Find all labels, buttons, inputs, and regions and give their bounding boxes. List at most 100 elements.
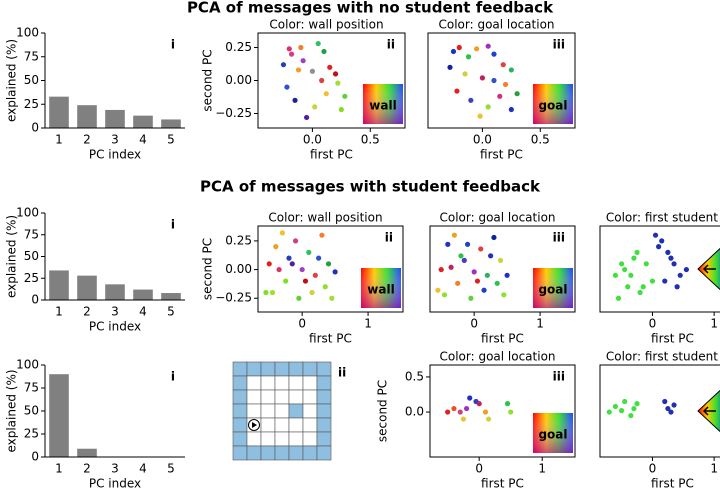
y-tick-label: 100	[16, 206, 39, 220]
point	[273, 244, 279, 250]
inset-colormap-shade	[361, 268, 401, 308]
grid-cell	[316, 375, 332, 391]
point	[625, 284, 631, 290]
point	[486, 416, 492, 422]
point	[269, 289, 276, 296]
point	[491, 234, 497, 241]
y-axis-label: explained (%)	[5, 39, 19, 122]
grid-cell	[260, 361, 276, 377]
point	[323, 91, 329, 97]
point	[474, 278, 481, 284]
point	[288, 51, 295, 57]
y-tick-label: 0.00	[225, 73, 252, 87]
point	[342, 93, 348, 99]
point	[463, 405, 470, 412]
point	[457, 409, 463, 415]
x-tick-label: 3	[111, 305, 119, 319]
grid-cell	[246, 361, 262, 377]
point	[309, 68, 316, 74]
point	[649, 278, 656, 284]
panel-label: i	[171, 38, 175, 52]
point	[447, 64, 453, 70]
point	[612, 403, 619, 410]
grid-cell	[260, 445, 276, 461]
panel-title: Color: first student a	[606, 211, 720, 225]
point	[458, 253, 464, 259]
x-tick-label: 1	[364, 317, 372, 331]
point	[683, 266, 689, 273]
point	[295, 67, 302, 73]
y-tick-label: 0.25	[225, 233, 252, 247]
point	[637, 289, 643, 296]
point	[481, 287, 487, 293]
point	[504, 272, 510, 278]
grid-cell	[246, 403, 262, 419]
grid-cell	[288, 417, 304, 433]
grid-cell	[288, 375, 304, 391]
x-axis-label: PC index	[89, 320, 141, 334]
y-tick-label: 0.5	[405, 369, 424, 383]
y-tick-label: −0.25	[215, 291, 252, 305]
point	[665, 405, 671, 412]
panel-label: i	[171, 370, 175, 384]
grid-cell	[316, 389, 332, 405]
x-axis-label: first PC	[480, 148, 523, 162]
point	[445, 241, 451, 247]
bar	[49, 96, 69, 128]
panel-title: Color: first student a	[606, 350, 720, 364]
grid-cell	[246, 389, 262, 405]
axes	[44, 365, 185, 458]
bar	[105, 109, 125, 128]
point	[327, 64, 333, 70]
point	[283, 278, 289, 284]
grid-cell	[232, 445, 248, 461]
axes	[44, 213, 185, 301]
point	[302, 278, 309, 284]
grid-cell	[274, 403, 290, 419]
panel-label: iii	[553, 231, 565, 245]
point	[286, 255, 292, 261]
grid-cell	[288, 431, 304, 447]
point	[329, 295, 335, 301]
y-tick-label: 100	[16, 26, 39, 40]
inset-label: goal	[538, 428, 567, 442]
point	[479, 75, 486, 81]
axes-frame	[429, 364, 576, 458]
y-tick-label: 0.00	[225, 262, 252, 276]
x-tick-label: 0.5	[531, 133, 550, 147]
grid-cell	[260, 389, 276, 405]
point	[488, 253, 494, 259]
point	[659, 238, 665, 244]
panel-title: Color: goal location	[439, 350, 555, 364]
grid-cell	[232, 403, 248, 419]
point	[306, 249, 312, 255]
point	[478, 246, 484, 252]
point	[628, 412, 634, 419]
y-tick-label: 25	[24, 427, 39, 441]
inset-label: wall	[367, 283, 394, 297]
point	[296, 295, 302, 301]
bar	[161, 119, 181, 128]
panel-title: Color: goal location	[438, 18, 554, 32]
inset-arrow	[702, 406, 716, 416]
point	[455, 280, 461, 286]
y-tick-label: 0.0	[405, 405, 424, 419]
axes-frame	[429, 225, 576, 313]
grid-cell	[232, 431, 248, 447]
point	[300, 58, 306, 64]
x-tick-label: 0	[649, 462, 657, 476]
point	[266, 261, 272, 267]
axes-frame	[427, 32, 576, 129]
grid-cell	[288, 389, 304, 405]
grid-cell	[316, 417, 332, 433]
grid-cell	[302, 403, 318, 419]
x-tick-label: 0.0	[303, 133, 322, 147]
x-axis-label: first PC	[309, 332, 352, 346]
point	[279, 230, 285, 236]
point	[263, 289, 269, 296]
point	[286, 46, 292, 52]
point	[671, 261, 677, 267]
grid-cell	[302, 431, 318, 447]
x-tick-label: 2	[83, 305, 91, 319]
